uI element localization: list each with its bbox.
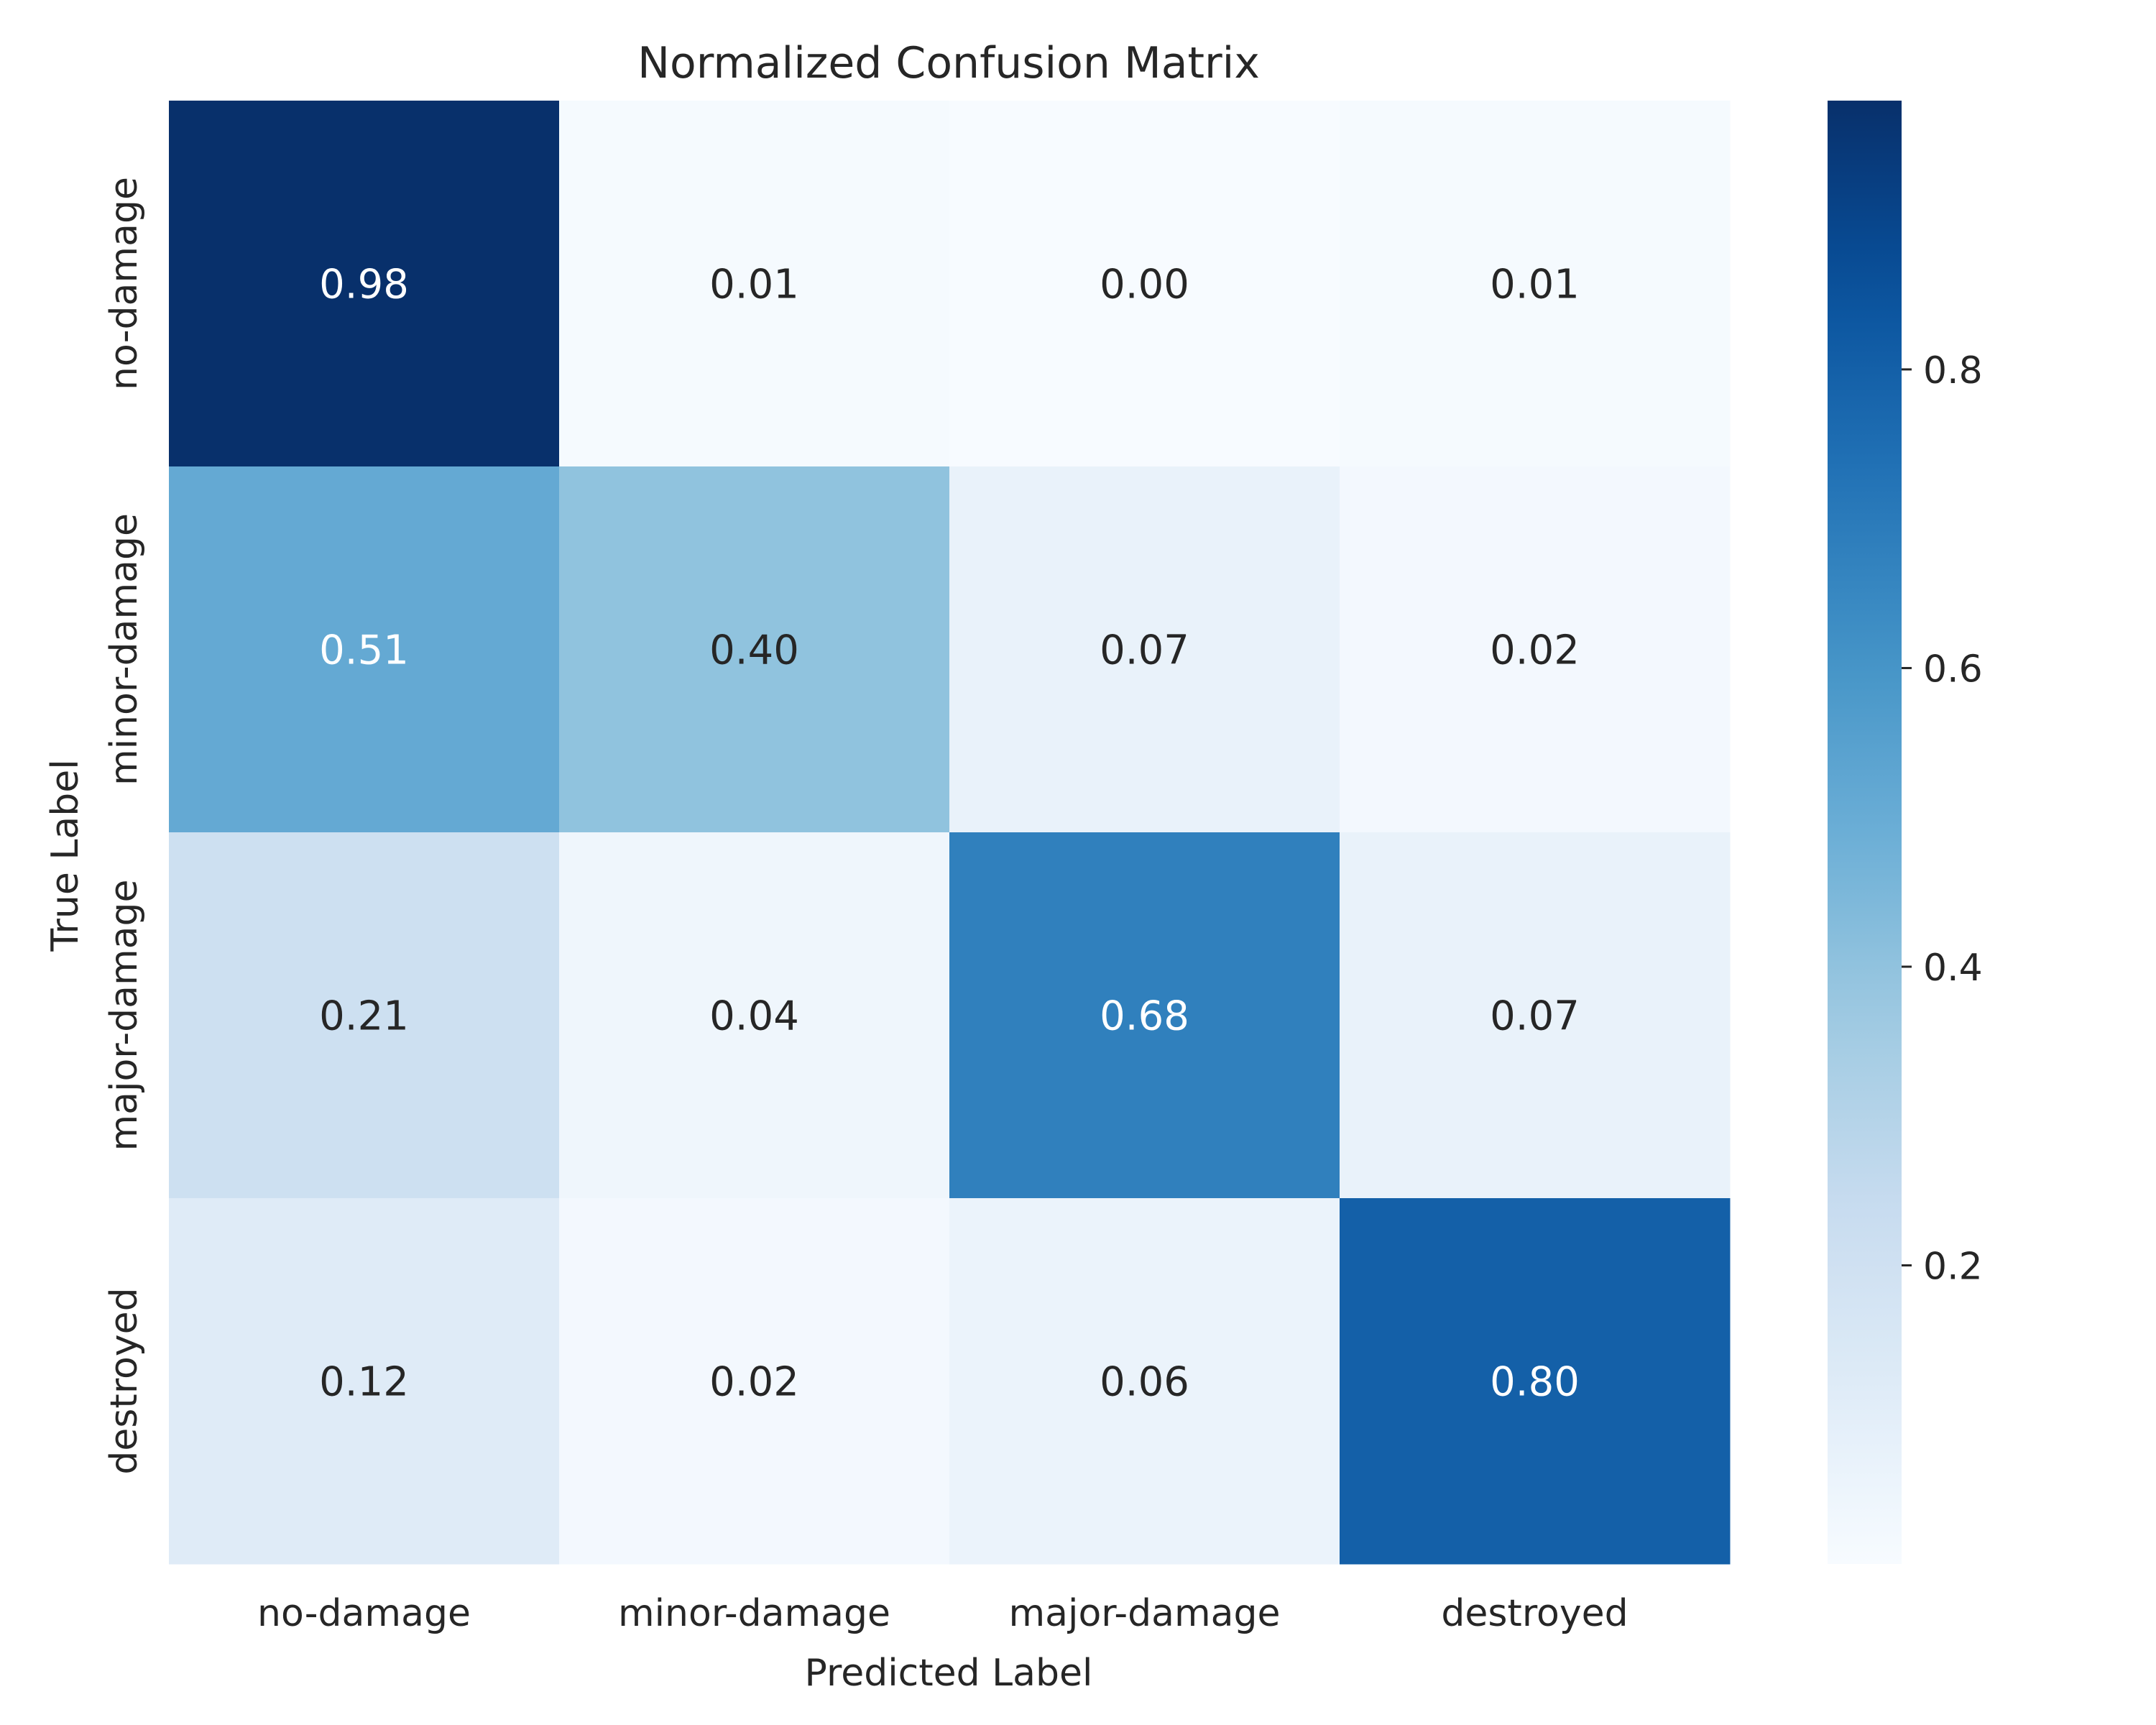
heatmap-cell — [1340, 1198, 1731, 1565]
heatmap-cell — [949, 101, 1340, 467]
heatmap-cells — [169, 101, 1731, 1565]
heatmap-cell — [559, 466, 950, 833]
heatmap-cell — [559, 832, 950, 1199]
cell-value-label: 0.68 — [1100, 993, 1189, 1040]
heatmap-cell — [559, 101, 950, 467]
colorbar — [1828, 101, 1902, 1564]
cell-value-label: 0.00 — [1100, 262, 1189, 308]
heatmap-cell — [949, 466, 1340, 833]
cell-value-label: 0.98 — [319, 262, 409, 308]
y-axis-label: True Label — [44, 759, 87, 952]
y-tick-label: major-damage — [103, 880, 146, 1151]
x-tick-label: minor-damage — [618, 1592, 890, 1635]
heatmap-cell-labels: 0.98 0.01 0.00 0.01 0.51 0.40 0.07 0.02 0.21 0.04… — [319, 262, 1580, 1406]
cell-value-label: 0.80 — [1490, 1359, 1580, 1406]
cell-value-label: 0.02 — [1490, 627, 1580, 674]
cell-value-label: 0.12 — [319, 1359, 409, 1406]
colorbar-tick-label: 0.2 — [1923, 1245, 1983, 1288]
heatmap-cell — [949, 1198, 1340, 1565]
cell-value-label: 0.01 — [1490, 262, 1580, 308]
cell-value-label: 0.51 — [319, 627, 409, 674]
cell-value-label: 0.21 — [319, 993, 409, 1040]
y-tick-label: minor-damage — [103, 513, 146, 786]
cell-value-label: 0.04 — [709, 993, 799, 1040]
cell-value-label: 0.06 — [1100, 1359, 1189, 1406]
x-tick-label: major-damage — [1009, 1592, 1281, 1635]
heatmap-cell — [169, 466, 560, 833]
x-axis-tick-labels: no-damage minor-damage major-damage destroy… — [257, 1592, 1628, 1635]
heatmap-cell — [1340, 101, 1731, 467]
y-tick-label: destroyed — [103, 1287, 146, 1474]
heatmap-cell — [1340, 832, 1731, 1199]
cell-value-label: 0.02 — [709, 1359, 799, 1406]
heatmap-cell — [169, 1198, 560, 1565]
cell-value-label: 0.01 — [709, 262, 799, 308]
y-tick-label: no-damage — [103, 177, 146, 390]
colorbar-tick-label: 0.6 — [1923, 648, 1983, 691]
y-axis-tick-labels: no-damage minor-damage major-damage destroy… — [103, 177, 146, 1475]
cell-value-label: 0.40 — [709, 627, 799, 674]
chart-title: Normalized Confusion Matrix — [637, 38, 1260, 88]
heatmap-cell — [169, 101, 560, 467]
colorbar-ticks: 0.2 0.4 0.6 0.8 — [1902, 349, 1983, 1288]
heatmap-cell — [1340, 466, 1731, 833]
colorbar-tick-label: 0.8 — [1923, 349, 1983, 392]
x-tick-label: no-damage — [257, 1592, 471, 1635]
cell-value-label: 0.07 — [1100, 627, 1189, 674]
colorbar-tick-label: 0.4 — [1923, 947, 1983, 990]
x-axis-label: Predicted Label — [805, 1652, 1093, 1695]
x-tick-label: destroyed — [1441, 1592, 1628, 1635]
heatmap-cell — [169, 832, 560, 1199]
heatmap-cell — [559, 1198, 950, 1565]
cell-value-label: 0.07 — [1490, 993, 1580, 1040]
heatmap-cell — [949, 832, 1340, 1199]
